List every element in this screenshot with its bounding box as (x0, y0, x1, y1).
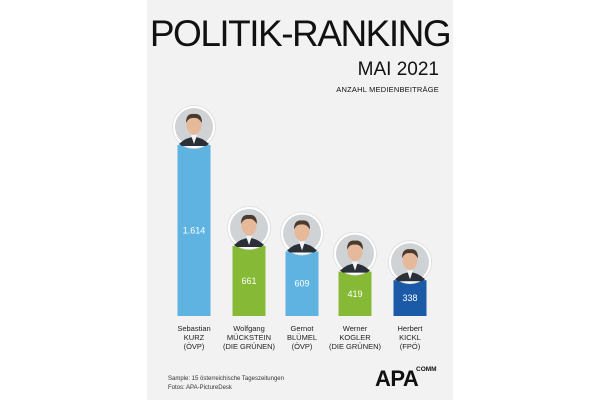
footer-photos: Fotos: APA-PictureDesk (168, 385, 232, 391)
portrait-face (294, 221, 310, 241)
category-label-party: (ÖVP) (291, 342, 313, 351)
portrait-shirt (246, 235, 252, 245)
bar-group-1: 1.614 (172, 105, 216, 316)
portrait-3 (280, 211, 324, 256)
bar-3 (285, 251, 319, 316)
portrait-shirt (299, 241, 305, 251)
portrait-2 (227, 206, 271, 250)
portrait-5 (388, 240, 432, 285)
bar-1 (177, 145, 211, 316)
category-label-party: (DIE GRÜNEN) (328, 342, 382, 351)
category-label-first: Herbert (397, 324, 423, 333)
category-label-last: KURZ (183, 333, 205, 342)
bar-value-label-3: 609 (294, 279, 309, 289)
bar-value-label-5: 338 (402, 293, 417, 303)
category-label-party: (ÖVP) (183, 342, 205, 351)
portrait-shirt (352, 261, 358, 271)
category-label-first: Gernot (290, 324, 314, 333)
chart-subtitle: MAI 2021 (357, 59, 439, 80)
category-label-first: Wolfgang (233, 324, 265, 333)
chart-title: POLITIK-RANKING (149, 13, 452, 54)
logo-main-text: APA (375, 366, 419, 391)
bar-value-label-1: 1.614 (183, 226, 206, 236)
category-label-first: Sebastian (177, 324, 211, 333)
category-label-last: KICKL (399, 333, 421, 342)
portrait-4 (333, 231, 377, 276)
bar-2 (232, 245, 266, 316)
category-label-1: Sebastian KURZ (ÖVP) (162, 324, 226, 351)
category-label-first: Werner (342, 324, 368, 333)
category-label-last: KOGLER (339, 333, 371, 342)
bar-group-4: 419 (333, 231, 377, 316)
apa-comm-logo: APA COMM (375, 366, 441, 391)
category-label-2: Wolfgang MÜCKSTEIN (DIE GRÜNEN) (217, 324, 281, 351)
portrait-1 (172, 105, 216, 149)
portrait-shirt (407, 270, 413, 280)
portrait-hair (402, 249, 418, 259)
bar-value-label-4: 419 (347, 289, 362, 299)
bar-4 (338, 271, 372, 316)
portrait-face (402, 250, 418, 270)
bar-group-5: 338 (388, 240, 432, 316)
portrait-hair (347, 240, 363, 250)
bar-group-3: 609 (280, 211, 324, 316)
portrait-face (186, 115, 202, 135)
category-label-5: Herbert KICKL (FPÖ) (378, 324, 442, 351)
footer-sample: Sample: 15 österreichische Tageszeitunge… (168, 376, 284, 382)
metric-label: ANZAHL MEDIENBEITRÄGE (336, 85, 439, 94)
category-label-party: (FPÖ) (399, 342, 421, 351)
portrait-hair (241, 214, 257, 224)
portrait-hair (294, 220, 310, 230)
logo-sub-text: COMM (416, 366, 437, 373)
portrait-hair (186, 113, 202, 123)
portrait-face (347, 242, 363, 262)
portrait-face (241, 216, 257, 236)
bar-5 (393, 280, 427, 316)
bar-value-label-2: 661 (241, 276, 256, 286)
bar-group-2: 661 (227, 206, 271, 316)
bar-chart: 1.614 661 609 419 338 (172, 105, 432, 316)
category-label-last: BLÜMEL (286, 333, 317, 342)
category-label-4: Werner KOGLER (DIE GRÜNEN) (323, 324, 387, 351)
category-label-party: (DIE GRÜNEN) (222, 342, 276, 351)
portrait-shirt (191, 135, 197, 144)
category-label-3: Gernot BLÜMEL (ÖVP) (270, 324, 334, 351)
infographic-poster: POLITIK-RANKING MAI 2021 ANZAHL MEDIENBE… (147, 0, 453, 400)
category-label-last: MÜCKSTEIN (226, 333, 272, 342)
